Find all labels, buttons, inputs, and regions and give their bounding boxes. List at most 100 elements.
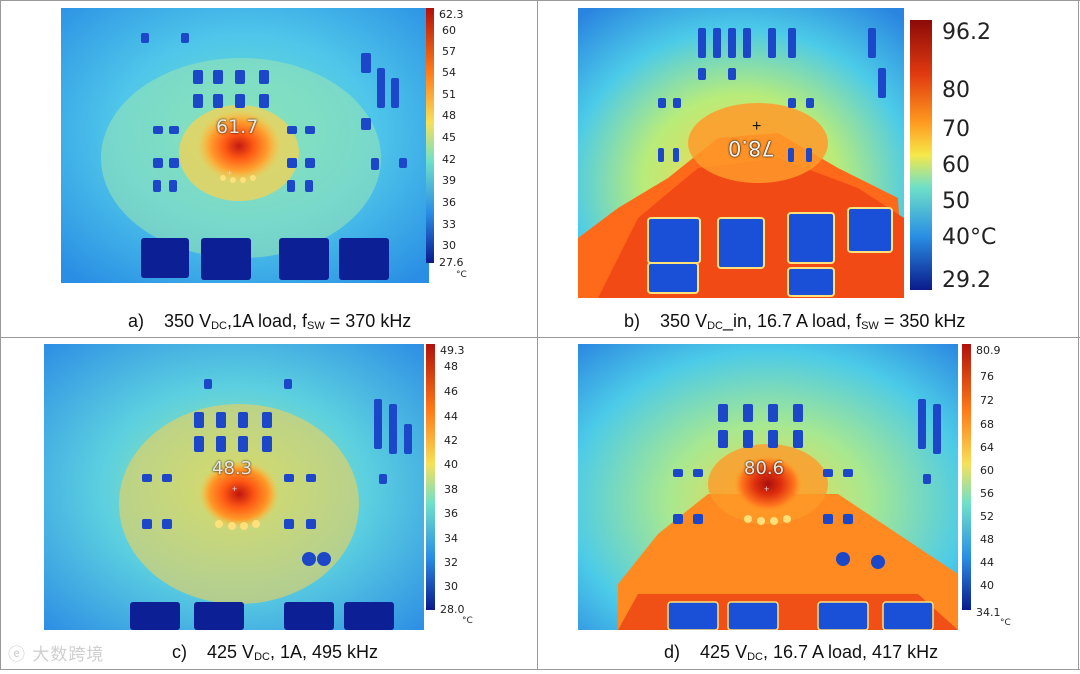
caption-rest-d: , 16.7 A load, 417 kHz [762,642,939,662]
scale-tick-d-72: 72 [980,394,994,407]
scale-tick-a-42: 42 [442,153,456,166]
spot-temperature-c: 48.3 [212,458,253,479]
table-border-right [1078,0,1079,670]
scale-tick-b-80: 80 [942,78,970,103]
caption-voltage-sub-a: DC [211,320,227,332]
scale-tick-a-48: 48 [442,109,456,122]
scale-tick-d-40: 40 [980,579,994,592]
scale-tick-a-33: 33 [442,218,456,231]
scale-tick-c-32: 32 [444,556,458,569]
color-bar-d [962,344,971,610]
caption-label-c: c) [172,642,187,662]
scale-tick-c-40: 40 [444,458,458,471]
caption-d: d) 425 VDC, 16.7 A load, 417 kHz [664,642,938,663]
watermark-text: 大数跨境 [32,645,105,665]
caption-voltage-c: 425 V [207,642,255,662]
panel-a: + 61.7 62.3 60 57 54 51 48 45 42 39 36 3… [0,0,537,337]
caption-rest-a: ,1A load, f [226,311,308,331]
table-border-bottom [0,669,1080,670]
scale-tick-b-60: 60 [942,153,970,178]
caption-voltage-sub-b: DC [707,320,723,332]
caption-b: b) 350 VDC_in, 16.7 A load, fSW = 350 kH… [624,311,965,332]
scale-tick-d-56: 56 [980,487,994,500]
scale-tick-b-40: 40°C [942,225,997,250]
table-border-center [537,0,538,670]
caption-tail-a: = 370 kHz [324,311,412,331]
panel-d: + 80.6 80.9 76 72 68 64 60 56 52 48 44 4… [538,338,1078,669]
caption-fsw-sub-b: SW [861,320,879,332]
watermark-logo-icon: ⓔ [8,645,26,665]
scale-tick-a-39: 39 [442,174,456,187]
caption-voltage-a: 350 V [164,311,212,331]
color-scale-d: 80.9 76 72 68 64 60 56 52 48 44 40 34.1 … [962,344,1018,630]
scale-max-d: 80.9 [976,344,1001,357]
scale-tick-a-36: 36 [442,196,456,209]
scale-max-a: 62.3 [439,8,464,21]
caption-voltage-d: 425 V [700,642,748,662]
caption-label-a: a) [128,311,145,331]
caption-label-d: d) [664,642,681,662]
table-border-middle [0,337,1080,338]
spot-temperature-a: 61.7 [216,116,259,138]
panel-c: + 48.3 49.3 48 46 44 42 40 38 36 34 32 3… [0,338,537,669]
scale-tick-d-60: 60 [980,464,994,477]
svg-text:+: + [752,118,761,135]
svg-text:+: + [764,484,769,494]
scale-tick-d-52: 52 [980,510,994,523]
scale-tick-a-30: 30 [442,239,456,252]
color-scale-a: 62.3 60 57 54 51 48 45 42 39 36 33 30 27… [426,8,476,283]
caption-rest-b: _in, 16.7 A load, f [722,311,862,331]
scale-max-c: 49.3 [440,344,465,357]
caption-fsw-sub-a: SW [307,320,325,332]
scale-tick-a-54: 54 [442,66,456,79]
scale-tick-d-68: 68 [980,418,994,431]
caption-tail-b: = 350 kHz [878,311,966,331]
thermal-image-c: + 48.3 [44,344,424,630]
scale-min-b: 29.2 [942,268,991,293]
scale-min-c: 28.0 [440,603,465,616]
scale-tick-b-50: 50 [942,189,970,214]
scale-tick-a-51: 51 [442,88,456,101]
caption-voltage-sub-d: DC [747,651,763,663]
scale-tick-a-45: 45 [442,131,456,144]
caption-voltage-b: 350 V [660,311,708,331]
caption-voltage-sub-c: DC [254,651,270,663]
thermal-image-a: + 61.7 [61,8,429,283]
svg-text:+: + [227,168,232,178]
scale-tick-a-60: 60 [442,24,456,37]
caption-rest-c: , 1A, 495 kHz [269,642,379,662]
scale-tick-d-44: 44 [980,556,994,569]
scale-min-d: 34.1 [976,606,1001,619]
spot-temperature-d: 80.6 [744,458,785,479]
scale-tick-b-70: 70 [942,117,970,142]
thermal-image-d: + 80.6 [578,344,958,630]
table-border-left [0,0,1,670]
spot-temperature-b: 78.0 [728,136,775,160]
color-scale-b: 96.2 80 70 60 50 40°C 29.2 [910,20,1020,300]
scale-tick-c-38: 38 [444,483,458,496]
scale-tick-c-42: 42 [444,434,458,447]
caption-a: a) 350 VDC,1A load, fSW = 370 kHz [128,311,411,332]
watermark: ⓔ 大数跨境 [8,640,104,665]
scale-unit-d: °C [1000,618,1011,628]
scale-tick-d-48: 48 [980,533,994,546]
panel-b: + 78.0 96.2 80 70 60 50 40°C 29.2 b) 350… [538,0,1078,337]
color-bar-a [426,8,434,263]
caption-c: c) 425 VDC, 1A, 495 kHz [172,642,378,663]
scale-min-a: 27.6 [439,256,464,269]
scale-tick-c-36: 36 [444,507,458,520]
scale-unit-c: °C [462,616,473,626]
scale-tick-d-76: 76 [980,370,994,383]
scale-tick-d-64: 64 [980,441,994,454]
color-bar-c [426,344,435,610]
scale-unit-a: °C [456,270,467,280]
table-border-top [0,0,1080,1]
svg-text:+: + [232,484,237,494]
scale-tick-c-46: 46 [444,385,458,398]
color-scale-c: 49.3 48 46 44 42 40 38 36 34 32 30 28.0 … [426,344,476,630]
scale-tick-c-44: 44 [444,410,458,423]
scale-tick-c-34: 34 [444,532,458,545]
scale-tick-a-57: 57 [442,45,456,58]
caption-label-b: b) [624,311,641,331]
scale-max-b: 96.2 [942,20,991,45]
